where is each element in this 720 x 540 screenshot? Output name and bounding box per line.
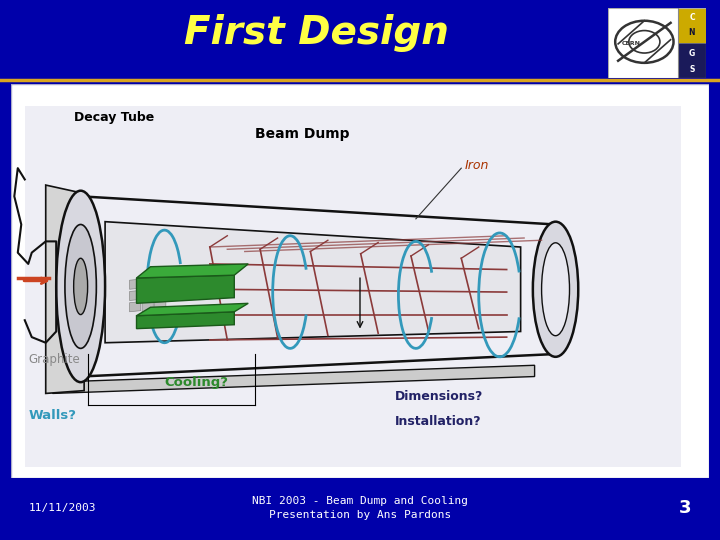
Text: G: G bbox=[689, 49, 695, 58]
Text: Walls?: Walls? bbox=[28, 409, 76, 422]
Bar bbox=[678, 8, 706, 43]
Ellipse shape bbox=[541, 243, 570, 336]
Text: C: C bbox=[689, 13, 695, 22]
Text: Cooling?: Cooling? bbox=[164, 376, 228, 389]
Text: Graphite: Graphite bbox=[28, 353, 80, 366]
Text: Beam Dump: Beam Dump bbox=[256, 127, 350, 141]
Ellipse shape bbox=[533, 221, 578, 357]
Polygon shape bbox=[137, 312, 234, 329]
Text: CERN: CERN bbox=[621, 40, 640, 45]
Text: Installation?: Installation? bbox=[395, 415, 482, 428]
Polygon shape bbox=[155, 279, 166, 289]
Text: N: N bbox=[689, 28, 696, 37]
Polygon shape bbox=[137, 264, 248, 278]
Polygon shape bbox=[137, 275, 234, 303]
Text: Iron: Iron bbox=[465, 159, 489, 172]
Text: First Design: First Design bbox=[184, 15, 449, 52]
Polygon shape bbox=[130, 302, 140, 312]
Ellipse shape bbox=[73, 258, 88, 315]
Polygon shape bbox=[46, 185, 84, 394]
Polygon shape bbox=[137, 303, 248, 316]
Bar bbox=[678, 8, 706, 78]
Polygon shape bbox=[142, 291, 153, 300]
Text: 11/11/2003: 11/11/2003 bbox=[29, 503, 96, 512]
Text: Decay Tube: Decay Tube bbox=[73, 111, 154, 124]
Polygon shape bbox=[130, 279, 140, 289]
Text: Dimensions?: Dimensions? bbox=[395, 390, 483, 403]
Text: S: S bbox=[689, 65, 695, 73]
Polygon shape bbox=[155, 302, 166, 312]
Ellipse shape bbox=[65, 225, 96, 348]
Ellipse shape bbox=[56, 191, 105, 382]
Polygon shape bbox=[155, 291, 166, 300]
Polygon shape bbox=[130, 291, 140, 300]
Polygon shape bbox=[53, 365, 535, 394]
Polygon shape bbox=[105, 221, 521, 343]
Text: 3: 3 bbox=[679, 499, 691, 517]
Polygon shape bbox=[142, 302, 153, 312]
Text: NBI 2003 - Beam Dump and Cooling
Presentation by Ans Pardons: NBI 2003 - Beam Dump and Cooling Present… bbox=[252, 496, 468, 519]
Polygon shape bbox=[142, 279, 153, 289]
